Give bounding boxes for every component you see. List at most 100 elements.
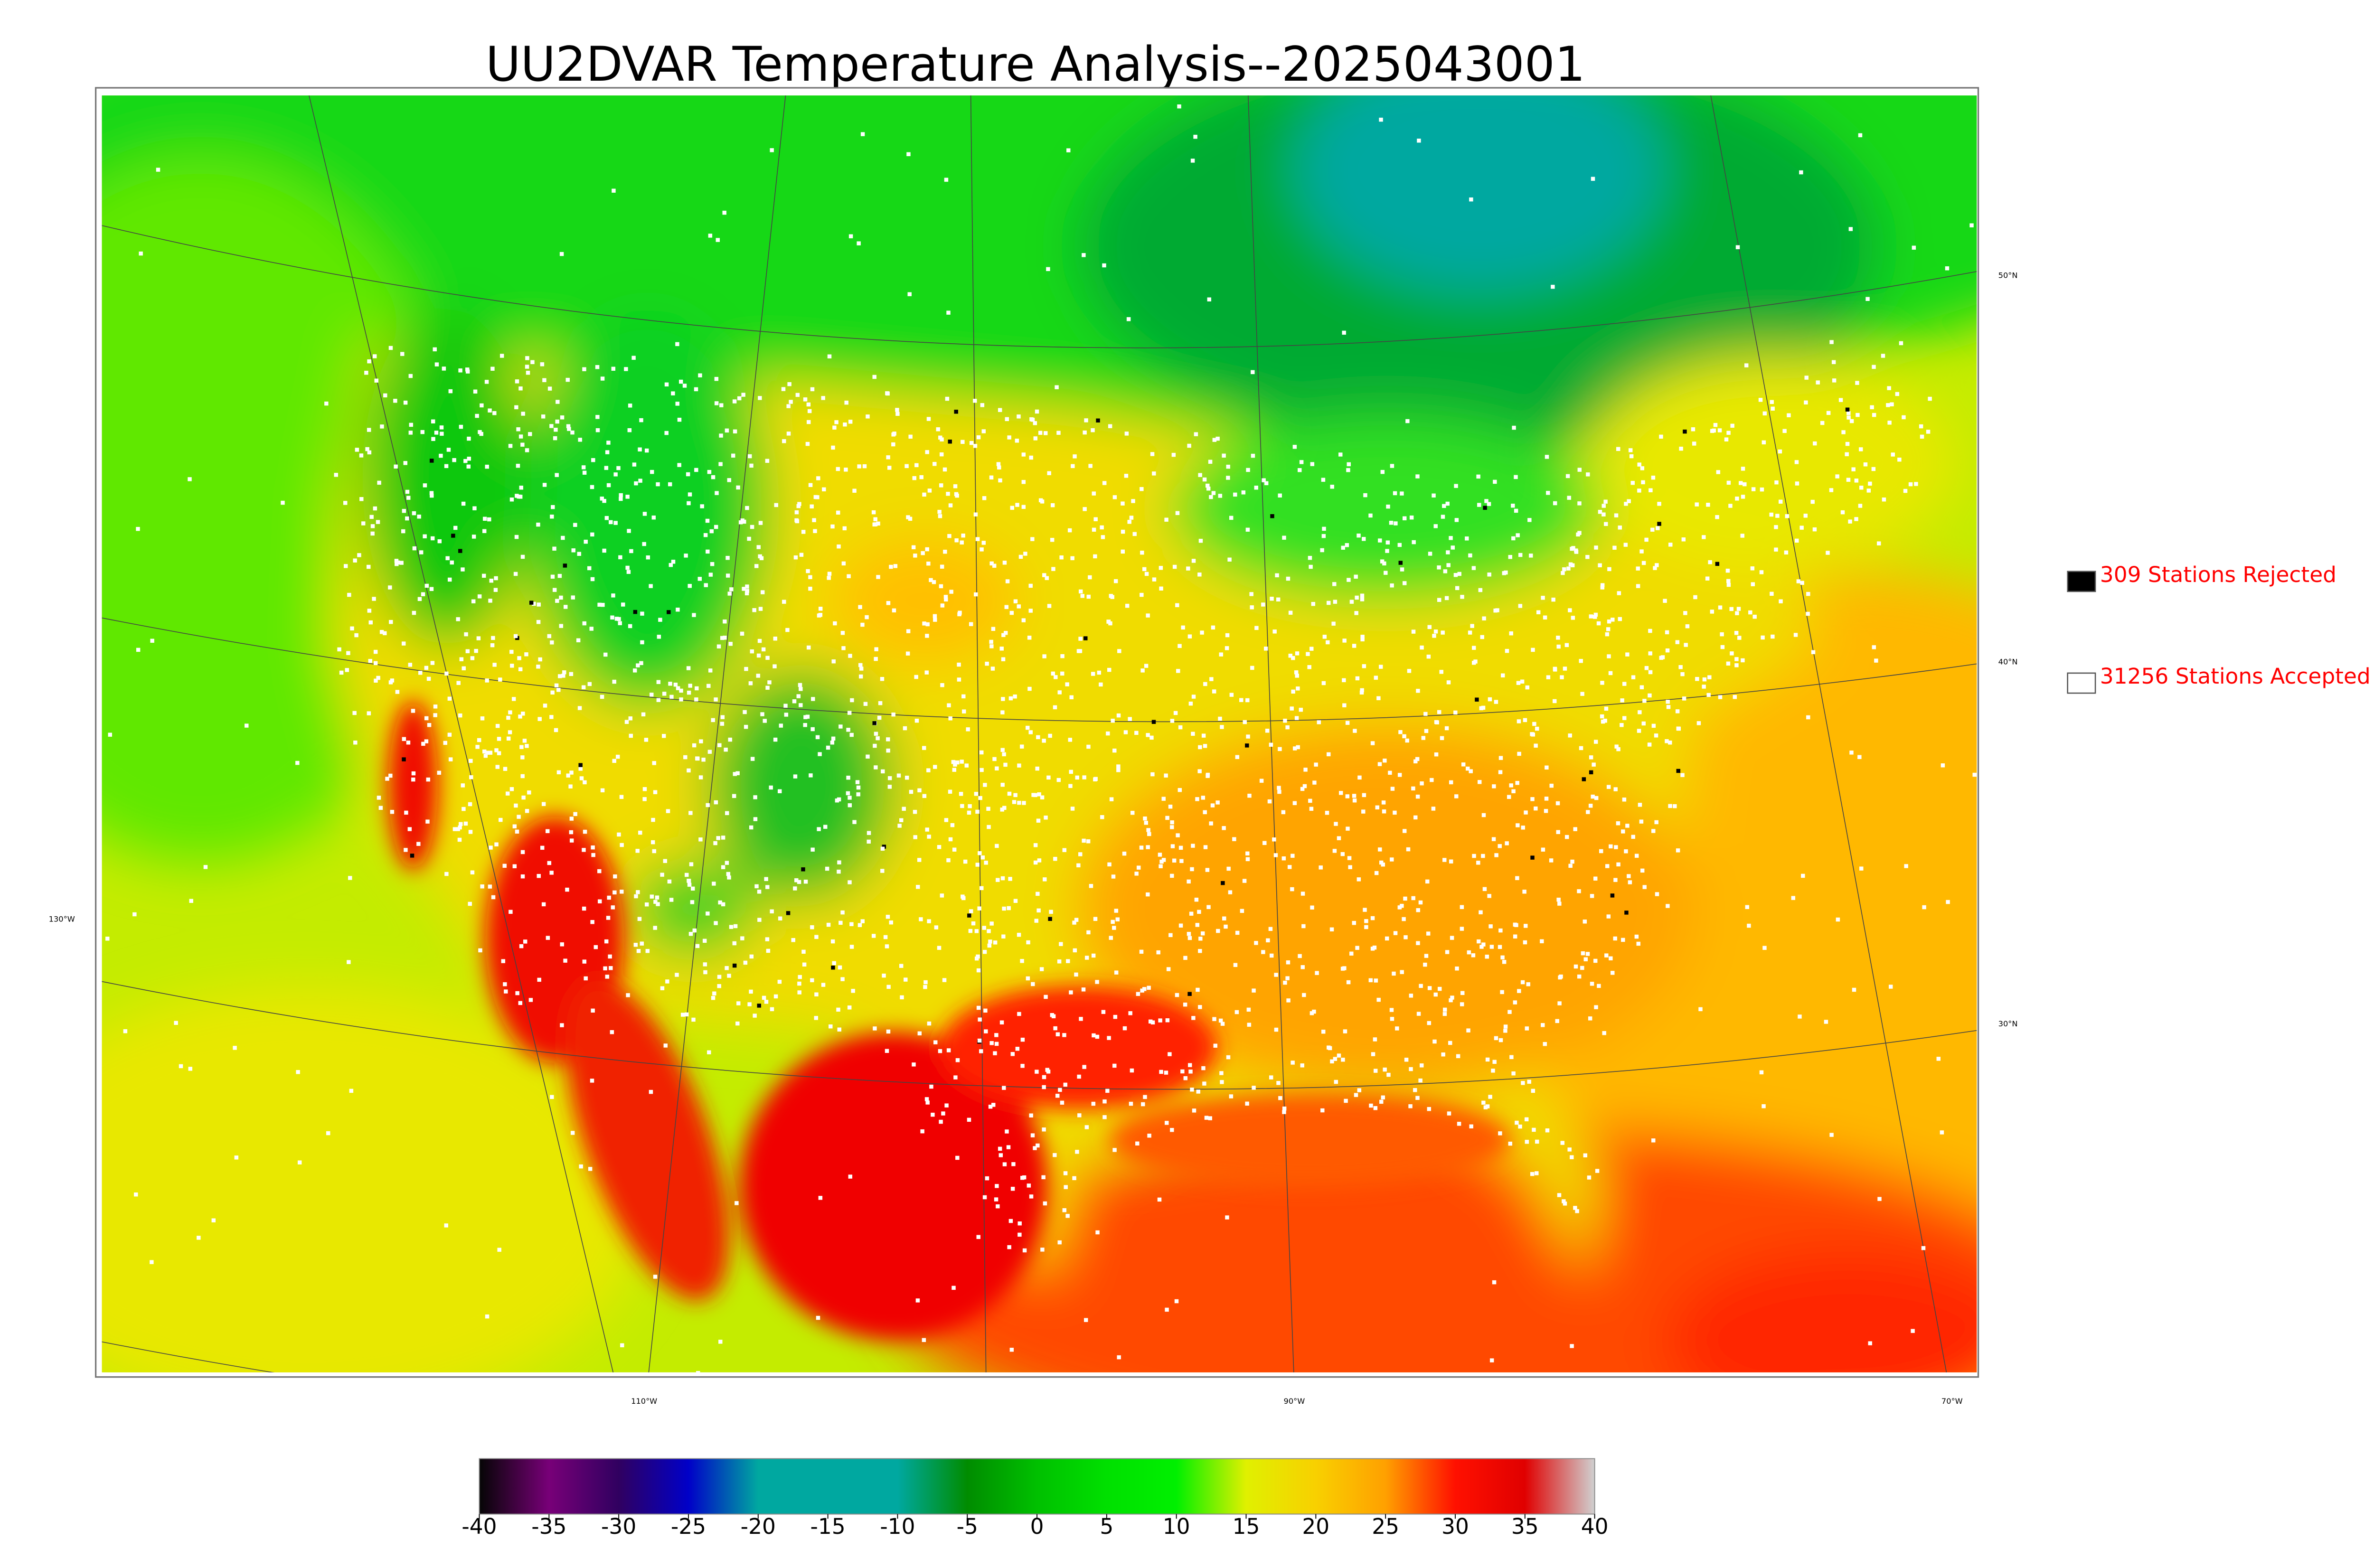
accepted-station (437, 539, 442, 544)
accepted-station (837, 860, 841, 864)
accepted-station (1215, 436, 1220, 441)
accepted-station (1317, 720, 1321, 724)
accepted-station (1945, 266, 1950, 271)
accepted-station (1503, 1029, 1507, 1033)
accepted-station (1084, 1125, 1089, 1129)
accepted-station (1245, 857, 1250, 862)
accepted-station (1382, 809, 1386, 814)
accepted-station (765, 885, 770, 889)
accepted-station (1219, 1071, 1224, 1075)
accepted-station (843, 422, 847, 427)
accepted-station (717, 975, 722, 979)
colorbar-tick-label: -25 (671, 1514, 706, 1539)
accepted-station (1427, 986, 1432, 990)
accepted-station (1218, 716, 1222, 721)
accepted-station (1394, 521, 1398, 526)
accepted-station (1056, 431, 1061, 435)
accepted-station (595, 415, 600, 419)
accepted-station (1390, 583, 1394, 588)
accepted-station (1198, 1005, 1202, 1009)
accepted-station (1146, 845, 1150, 849)
accepted-station (1487, 502, 1491, 506)
accepted-station (1566, 566, 1571, 571)
accepted-station (1400, 491, 1404, 496)
accepted-station (1832, 378, 1837, 383)
map-title: UU2DVAR Temperature Analysis--2025043001 (486, 37, 1585, 92)
accepted-station (1063, 1082, 1067, 1087)
accepted-station (1405, 419, 1410, 423)
accepted-station (880, 869, 885, 873)
accepted-station (657, 635, 661, 639)
accepted-station (1518, 604, 1523, 608)
accepted-station (1055, 385, 1059, 389)
accepted-station (1583, 957, 1588, 961)
accepted-station (1045, 576, 1049, 580)
accepted-station (663, 1043, 668, 1048)
accepted-station (568, 784, 573, 789)
accepted-station (536, 665, 540, 669)
accepted-station (1420, 1063, 1424, 1068)
accepted-station (1404, 1058, 1409, 1062)
accepted-station (1354, 611, 1358, 615)
accepted-station (1369, 1103, 1373, 1108)
accepted-station (1432, 493, 1436, 498)
accepted-station (1720, 645, 1725, 649)
accepted-station (1402, 581, 1407, 585)
accepted-station (1282, 1106, 1287, 1111)
accepted-station (439, 453, 443, 458)
accepted-station (1846, 411, 1851, 415)
accepted-station (409, 423, 413, 427)
accepted-station (494, 748, 499, 752)
accepted-station (1897, 457, 1902, 462)
accepted-station (139, 251, 143, 256)
accepted-station (1453, 710, 1458, 715)
accepted-station (1245, 698, 1250, 703)
accepted-station (1890, 402, 1894, 406)
accepted-station (994, 1042, 999, 1046)
accepted-station (943, 549, 947, 554)
accepted-station (1445, 950, 1450, 954)
accepted-station (912, 1062, 916, 1067)
accepted-station (660, 873, 664, 877)
accepted-station (1201, 1066, 1206, 1070)
accepted-station (608, 954, 612, 959)
accepted-station (810, 504, 814, 509)
colorbar-tick-label: -15 (810, 1514, 846, 1539)
accepted-station (721, 865, 725, 869)
accepted-station (1562, 1199, 1566, 1203)
accepted-station (463, 459, 468, 463)
accepted-station (383, 631, 387, 636)
accepted-station (933, 618, 937, 622)
accepted-station (1675, 640, 1680, 644)
accepted-station (498, 677, 502, 682)
accepted-station (1518, 553, 1523, 557)
accepted-station (345, 668, 349, 672)
accepted-station (1726, 582, 1731, 587)
accepted-station (452, 827, 457, 831)
accepted-station (569, 830, 574, 835)
accepted-station (1353, 729, 1357, 733)
accepted-station (948, 503, 953, 507)
accepted-station (1437, 986, 1442, 991)
accepted-station (372, 354, 377, 358)
rejected-station (667, 610, 671, 614)
accepted-station (1011, 1162, 1016, 1166)
accepted-station (482, 529, 487, 533)
accepted-station (724, 747, 728, 752)
accepted-station (857, 241, 861, 245)
accepted-station (1397, 543, 1402, 547)
accepted-station (684, 554, 688, 558)
accepted-station (385, 777, 389, 781)
accepted-station (1543, 1042, 1547, 1046)
accepted-station (1017, 1012, 1021, 1016)
accepted-station (1226, 476, 1230, 480)
accepted-station (518, 495, 523, 499)
accepted-station (1152, 471, 1156, 476)
accepted-station (1027, 1183, 1031, 1188)
accepted-station (1291, 1061, 1295, 1065)
accepted-station (1555, 801, 1560, 806)
accepted-station (922, 1338, 926, 1343)
accepted-station (465, 367, 470, 372)
accepted-station (1340, 852, 1345, 856)
